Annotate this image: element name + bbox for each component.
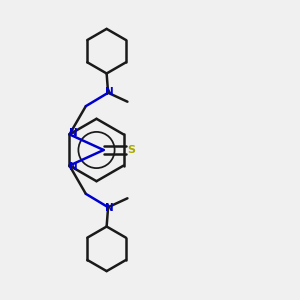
Text: N: N xyxy=(69,128,78,138)
Text: N: N xyxy=(69,162,78,172)
Text: S: S xyxy=(127,145,135,155)
Text: N: N xyxy=(105,203,114,213)
Text: N: N xyxy=(105,87,114,97)
